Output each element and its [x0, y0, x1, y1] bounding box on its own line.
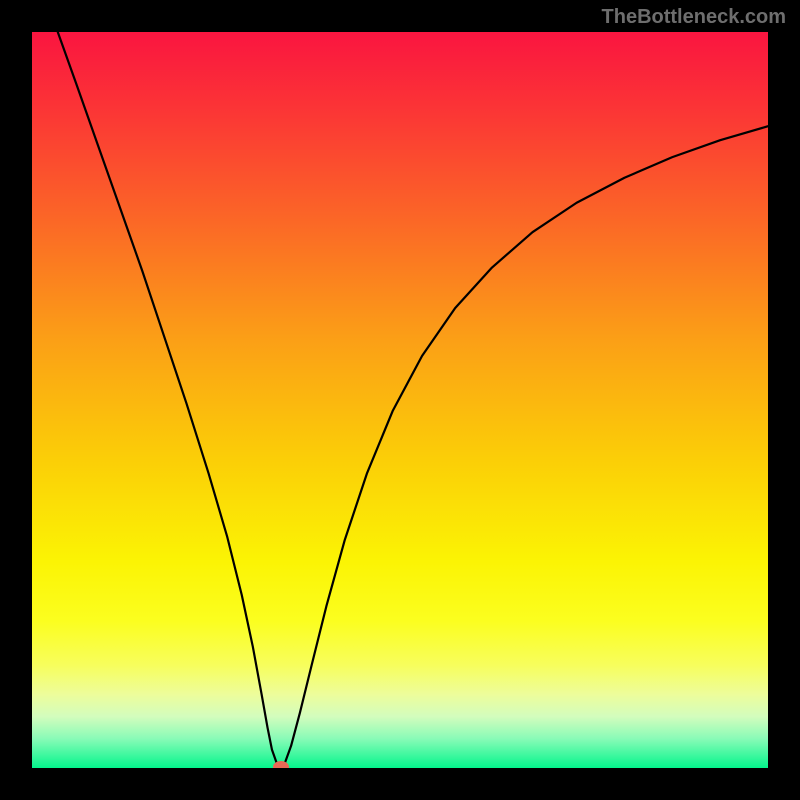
- bottleneck-curve: [32, 32, 768, 768]
- attribution-text: TheBottleneck.com: [602, 6, 786, 29]
- plot-area: [32, 32, 768, 768]
- bottleneck-marker: [273, 761, 289, 768]
- chart-frame: TheBottleneck.com: [0, 0, 800, 800]
